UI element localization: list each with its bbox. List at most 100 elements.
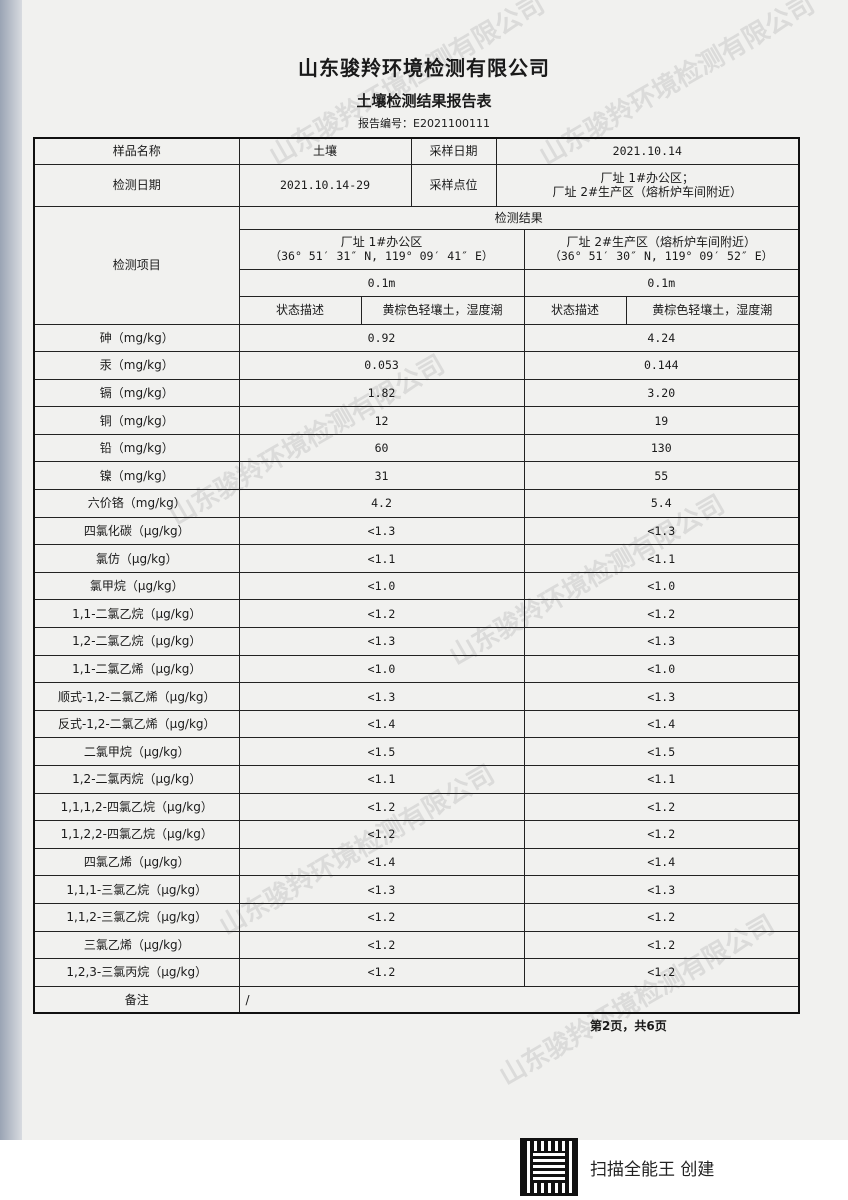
site-b-value: <1.2 (523, 792, 800, 822)
site-a-value: <1.5 (238, 737, 525, 766)
table-row: 1,2-二氯丙烷（μg/kg） <1.1 <1.1 (33, 765, 800, 794)
table-row: 砷（mg/kg） 0.92 4.24 (33, 323, 800, 353)
site-b-value: 4.24 (523, 323, 800, 353)
site-a-value: <1.2 (238, 930, 525, 960)
site-b-value: <1.4 (523, 709, 800, 739)
site-a-value: 0.92 (238, 323, 525, 353)
site-b-value: 130 (523, 433, 800, 463)
site-a-value: <1.2 (238, 599, 525, 629)
sampling-site-2: 厂址 2#生产区（熔析炉车间附近） (552, 185, 743, 199)
test-item: 1,2,3-三氯丙烷（μg/kg） (33, 958, 240, 987)
qr-code-icon (520, 1138, 578, 1196)
test-item: 镉（mg/kg） (33, 378, 240, 408)
site-a-value: <1.0 (238, 571, 525, 601)
site-b-value: <1.1 (523, 765, 800, 794)
site-a-state-label: 状态描述 (238, 295, 362, 325)
table-row: 三氯乙烯（μg/kg） <1.2 <1.2 (33, 930, 800, 960)
test-item: 反式-1,2-二氯乙烯（μg/kg） (33, 709, 240, 739)
site-a-value: 31 (238, 461, 525, 491)
test-item: 顺式-1,2-二氯乙烯（μg/kg） (33, 682, 240, 711)
site-a-value: <1.3 (238, 627, 525, 656)
table-row: 镉（mg/kg） 1.82 3.20 (33, 378, 800, 408)
test-item: 1,1,2-三氯乙烷（μg/kg） (33, 902, 240, 932)
table-row: 四氯化碳（μg/kg） <1.3 <1.3 (33, 516, 800, 546)
site-b-value: <1.2 (523, 958, 800, 987)
test-item: 氯仿（μg/kg） (33, 544, 240, 573)
table-row: 氯甲烷（μg/kg） <1.0 <1.0 (33, 571, 800, 601)
remarks-label: 备注 (33, 985, 240, 1014)
test-date: 2021.10.14-29 (238, 163, 412, 207)
test-item: 二氯甲烷（μg/kg） (33, 737, 240, 766)
site-b-value: <1.2 (523, 820, 800, 849)
test-item: 1,1,1-三氯乙烷（μg/kg） (33, 875, 240, 904)
site-a-value: <1.4 (238, 709, 525, 739)
site-a-value: <1.2 (238, 820, 525, 849)
sampling-site-label: 采样点位 (410, 163, 497, 207)
test-item: 镍（mg/kg） (33, 461, 240, 491)
table-row: 六价铬（mg/kg） 4.2 5.4 (33, 489, 800, 518)
table-row: 铜（mg/kg） 12 19 (33, 406, 800, 435)
site-b-value: <1.3 (523, 627, 800, 656)
site-b-value: 55 (523, 461, 800, 491)
scanner-text: 扫描全能王 创建 (590, 1159, 715, 1180)
report-number: 报告编号：E2021100111 (358, 117, 490, 130)
test-item: 三氯乙烯（μg/kg） (33, 930, 240, 960)
site-b-value: <1.3 (523, 875, 800, 904)
site-b-value: <1.4 (523, 847, 800, 877)
site-a-value: <1.2 (238, 792, 525, 822)
sampling-site: 厂址 1#办公区； 厂址 2#生产区（熔析炉车间附近） (495, 163, 800, 207)
site-b-header: 厂址 2#生产区（熔析炉车间附近） （36° 51′ 30″ N, 119° 0… (523, 228, 800, 270)
site-b-state-label: 状态描述 (523, 295, 627, 325)
site-b-value: 3.20 (523, 378, 800, 408)
table-row: 1,1,2-三氯乙烷（μg/kg） <1.2 <1.2 (33, 902, 800, 932)
test-item: 汞（mg/kg） (33, 351, 240, 380)
site-a-value: <1.3 (238, 682, 525, 711)
table-row: 1,2,3-三氯丙烷（μg/kg） <1.2 <1.2 (33, 958, 800, 987)
table-row: 1,1-二氯乙烷（μg/kg） <1.2 <1.2 (33, 599, 800, 629)
test-item: 四氯乙烯（μg/kg） (33, 847, 240, 877)
site-b-value: <1.0 (523, 571, 800, 601)
site-a-value: <1.3 (238, 875, 525, 904)
site-a-value: <1.1 (238, 544, 525, 573)
site-a-value: <1.0 (238, 654, 525, 684)
sampling-date-label: 采样日期 (410, 137, 497, 165)
table-row: 汞（mg/kg） 0.053 0.144 (33, 351, 800, 380)
scanner-footer (0, 1140, 848, 1200)
table-row: 1,2-二氯乙烷（μg/kg） <1.3 <1.3 (33, 627, 800, 656)
company-name: 山东骏羚环境检测有限公司 (298, 56, 550, 80)
site-b-value: <1.0 (523, 654, 800, 684)
site-b-value: <1.2 (523, 902, 800, 932)
site-b-value: 19 (523, 406, 800, 435)
table-row: 反式-1,2-二氯乙烯（μg/kg） <1.4 <1.4 (33, 709, 800, 739)
site-b-coord: （36° 51′ 30″ N, 119° 09′ 52″ E） (549, 249, 774, 263)
site-b-value: <1.3 (523, 516, 800, 546)
table-row: 1,1,1,2-四氯乙烷（μg/kg） <1.2 <1.2 (33, 792, 800, 822)
site-a-value: <1.4 (238, 847, 525, 877)
scanner-badge: 扫描全能王 创建 (520, 1138, 714, 1196)
item-header: 检测项目 (33, 205, 240, 325)
site-b-value: <1.1 (523, 544, 800, 573)
site-b-value: 5.4 (523, 489, 800, 518)
sample-name: 土壤 (238, 137, 412, 165)
page-indicator: 第2页，共6页 (590, 1019, 667, 1033)
test-item: 1,2-二氯丙烷（μg/kg） (33, 765, 240, 794)
site-a-state: 黄棕色轻壤土，湿度潮 (360, 295, 525, 325)
test-item: 1,1,2,2-四氯乙烷（μg/kg） (33, 820, 240, 849)
results-header: 检测结果 (238, 205, 800, 230)
site-a-value: 12 (238, 406, 525, 435)
table-row: 1,1,1-三氯乙烷（μg/kg） <1.3 <1.3 (33, 875, 800, 904)
site-b-value: 0.144 (523, 351, 800, 380)
table-row: 镍（mg/kg） 31 55 (33, 461, 800, 491)
site-a-value: <1.1 (238, 765, 525, 794)
test-item: 1,1,1,2-四氯乙烷（μg/kg） (33, 792, 240, 822)
test-date-label: 检测日期 (33, 163, 240, 207)
test-item: 1,1-二氯乙烷（μg/kg） (33, 599, 240, 629)
sampling-site-1: 厂址 1#办公区； (600, 171, 695, 185)
site-a-header: 厂址 1#办公区 （36° 51′ 31″ N, 119° 09′ 41″ E） (238, 228, 525, 270)
remarks: / (238, 985, 800, 1014)
site-a-value: 4.2 (238, 489, 525, 518)
site-b-value: <1.2 (523, 930, 800, 960)
test-item: 砷（mg/kg） (33, 323, 240, 353)
site-b-value: <1.2 (523, 599, 800, 629)
sampling-date: 2021.10.14 (495, 137, 800, 165)
